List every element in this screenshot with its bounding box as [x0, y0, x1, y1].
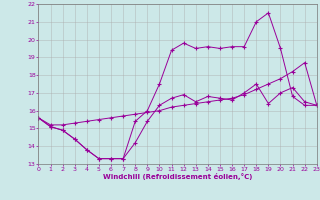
X-axis label: Windchill (Refroidissement éolien,°C): Windchill (Refroidissement éolien,°C)	[103, 173, 252, 180]
